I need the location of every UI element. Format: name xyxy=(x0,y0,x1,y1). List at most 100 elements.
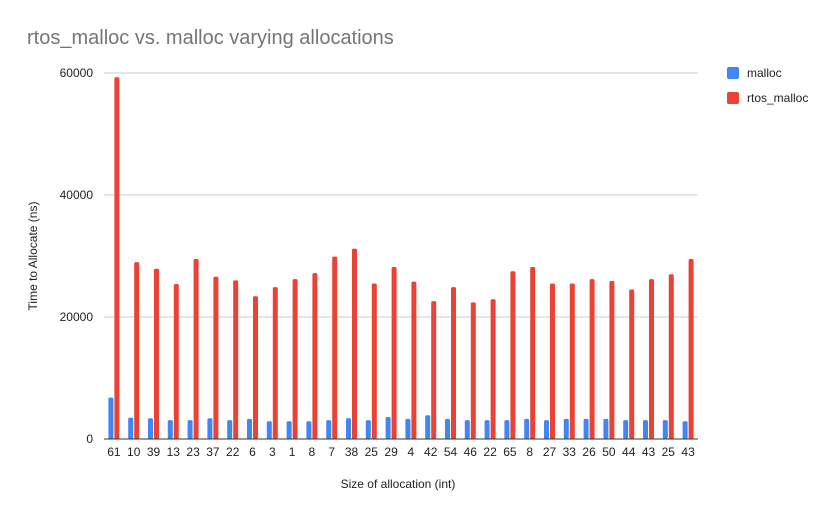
x-tick-label: 10 xyxy=(127,445,141,459)
gridlines xyxy=(104,72,698,318)
bar-malloc xyxy=(662,420,668,439)
bar-malloc xyxy=(346,418,351,439)
x-tick-label: 23 xyxy=(186,445,200,459)
bar-rtos-malloc xyxy=(569,283,575,439)
bar-malloc xyxy=(603,418,609,439)
y-tick-labels: 0 20000 40000 60000 xyxy=(60,66,94,446)
bar-malloc xyxy=(643,420,648,439)
bar-malloc xyxy=(286,421,292,439)
legend-swatch xyxy=(727,67,739,79)
bar-malloc xyxy=(425,415,431,439)
bar-rtos-malloc xyxy=(431,301,437,439)
bars xyxy=(108,77,694,440)
bar-malloc xyxy=(306,421,312,439)
bar-malloc xyxy=(187,420,193,439)
bar-rtos-malloc xyxy=(213,276,219,439)
bar-rtos-malloc xyxy=(312,273,318,439)
bar-malloc xyxy=(227,420,233,439)
x-tick-label: 61 xyxy=(107,445,121,459)
bar-malloc xyxy=(148,418,153,439)
bar-rtos-malloc xyxy=(154,268,159,439)
bar-rtos-malloc xyxy=(332,256,338,439)
x-tick-label: 43 xyxy=(681,445,695,459)
x-tick-label: 25 xyxy=(365,445,379,459)
bar-malloc xyxy=(326,420,332,439)
y-tick-label: 60000 xyxy=(60,66,94,80)
x-tick-label: 42 xyxy=(424,445,438,459)
bar-malloc xyxy=(108,397,114,439)
y-tick-label: 0 xyxy=(86,432,93,446)
x-tick-label: 22 xyxy=(483,445,497,459)
bar-rtos-malloc xyxy=(292,279,298,439)
x-tick-label: 65 xyxy=(503,445,517,459)
bar-rtos-malloc xyxy=(550,283,555,439)
x-tick-label: 3 xyxy=(269,445,276,459)
bar-malloc xyxy=(504,420,510,439)
bar-rtos-malloc xyxy=(272,287,278,439)
x-tick-label: 7 xyxy=(328,445,335,459)
bar-malloc xyxy=(207,418,213,439)
bar-malloc xyxy=(563,418,569,439)
x-tick-label: 43 xyxy=(642,445,656,459)
x-tick-label: 38 xyxy=(345,445,359,459)
bar-rtos-malloc xyxy=(352,248,357,439)
bar-malloc xyxy=(167,420,173,439)
bar-malloc xyxy=(682,421,688,439)
x-tick-labels: 61 10 39 13 23 37 22 6 3 1 8 7 38 25 29 4 42 54 46 22 65 8 27 3… xyxy=(107,445,695,459)
bar-malloc xyxy=(385,417,391,439)
bar-rtos-malloc xyxy=(391,266,397,439)
legend-label: rtos_malloc xyxy=(747,91,808,105)
bar-malloc xyxy=(583,418,589,439)
bar-malloc xyxy=(405,418,411,439)
bar-malloc xyxy=(544,420,549,439)
bar-rtos-malloc xyxy=(609,281,615,439)
bar-malloc xyxy=(464,420,470,439)
x-tick-label: 25 xyxy=(662,445,676,459)
bar-rtos-malloc xyxy=(510,271,516,439)
x-tick-label: 1 xyxy=(289,445,296,459)
bar-rtos-malloc xyxy=(411,281,417,439)
bar-malloc xyxy=(445,418,450,439)
legend-label: malloc xyxy=(747,66,782,80)
bar-malloc xyxy=(484,420,490,439)
bar-rtos-malloc xyxy=(490,299,496,439)
bar-malloc xyxy=(128,417,134,439)
x-tick-label: 6 xyxy=(249,445,256,459)
x-tick-label: 8 xyxy=(526,445,533,459)
x-tick-label: 54 xyxy=(444,445,458,459)
x-tick-label: 27 xyxy=(543,445,557,459)
bar-malloc xyxy=(247,418,252,439)
x-tick-label: 8 xyxy=(309,445,316,459)
x-axis-title: Size of allocation (int) xyxy=(341,477,456,491)
y-axis-title: Time to Allocate (ns) xyxy=(26,202,40,311)
bar-malloc xyxy=(623,420,629,439)
x-tick-label: 33 xyxy=(563,445,577,459)
bar-rtos-malloc xyxy=(114,77,120,440)
bar-rtos-malloc xyxy=(233,280,239,439)
x-tick-label: 13 xyxy=(167,445,181,459)
bar-rtos-malloc xyxy=(451,287,456,439)
x-tick-label: 37 xyxy=(206,445,220,459)
bar-rtos-malloc xyxy=(688,259,694,439)
x-tick-label: 39 xyxy=(147,445,161,459)
bar-rtos-malloc xyxy=(134,262,140,439)
y-tick-label: 40000 xyxy=(60,188,94,202)
x-tick-label: 46 xyxy=(464,445,478,459)
bar-rtos-malloc xyxy=(371,283,377,439)
y-tick-label: 20000 xyxy=(60,310,94,324)
bar-rtos-malloc xyxy=(173,284,179,439)
x-tick-label: 4 xyxy=(408,445,415,459)
x-tick-label: 22 xyxy=(226,445,240,459)
legend-swatch xyxy=(727,92,739,104)
bar-rtos-malloc xyxy=(649,279,654,439)
bar-rtos-malloc xyxy=(193,259,199,439)
bar-malloc xyxy=(365,420,371,439)
bar-malloc xyxy=(266,421,272,439)
bar-rtos-malloc xyxy=(530,266,536,439)
bar-rtos-malloc xyxy=(589,279,595,439)
chart-title: rtos_malloc vs. malloc varying allocatio… xyxy=(27,27,394,49)
x-tick-label: 26 xyxy=(582,445,596,459)
x-tick-label: 29 xyxy=(384,445,398,459)
bar-rtos-malloc xyxy=(668,274,674,439)
